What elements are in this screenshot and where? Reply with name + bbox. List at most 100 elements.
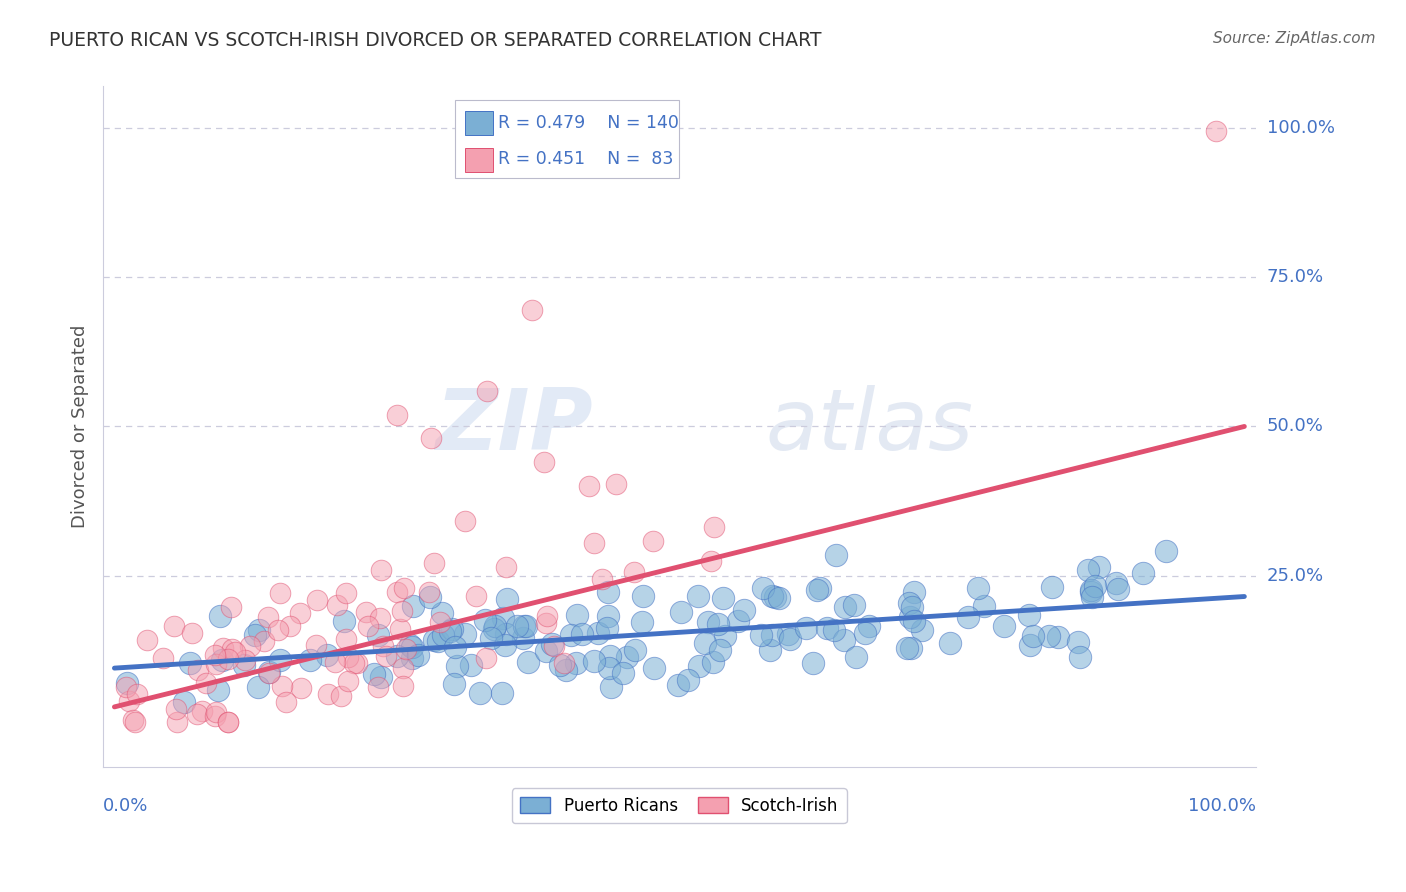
Point <box>257 666 280 681</box>
Point <box>643 661 665 675</box>
Point <box>460 658 482 673</box>
Point <box>217 652 239 666</box>
Point <box>367 680 389 694</box>
Point <box>1038 629 1060 643</box>
Point <box>1156 543 1178 558</box>
Point <box>474 614 496 628</box>
Point <box>834 599 856 614</box>
Point <box>477 384 499 398</box>
Point <box>166 714 188 729</box>
Point <box>727 614 749 628</box>
Point <box>441 622 464 636</box>
Point <box>495 627 517 641</box>
Point <box>896 640 918 655</box>
Point <box>127 688 149 702</box>
Point <box>179 656 201 670</box>
Point <box>373 640 395 654</box>
Point <box>290 606 312 620</box>
Point <box>1018 607 1040 622</box>
Point <box>336 650 359 665</box>
Y-axis label: Divorced or Separated: Divorced or Separated <box>72 325 89 528</box>
Point <box>853 626 876 640</box>
Point <box>395 641 418 656</box>
Point <box>187 664 209 678</box>
Point <box>1080 585 1102 599</box>
Point <box>605 477 627 491</box>
Point <box>267 624 290 638</box>
Point <box>270 679 292 693</box>
Point <box>191 705 214 719</box>
Point <box>536 609 558 624</box>
Point <box>115 675 138 690</box>
Point <box>676 673 699 687</box>
Point <box>135 633 157 648</box>
Point <box>165 702 187 716</box>
Point <box>1080 590 1102 604</box>
Point <box>671 605 693 619</box>
Point <box>221 642 243 657</box>
Point <box>1066 634 1088 648</box>
Point <box>246 680 269 694</box>
Text: Source: ZipAtlas.com: Source: ZipAtlas.com <box>1212 31 1375 46</box>
Point <box>512 619 534 633</box>
Point <box>596 585 619 599</box>
Point <box>194 675 217 690</box>
Text: 100.0%: 100.0% <box>1267 120 1334 137</box>
Point <box>257 665 280 679</box>
Point <box>391 604 413 618</box>
Point <box>515 619 537 633</box>
Point <box>623 566 645 580</box>
Point <box>122 713 145 727</box>
Point <box>825 548 848 562</box>
Point <box>598 609 620 624</box>
Point <box>186 707 208 722</box>
Point <box>370 563 392 577</box>
Point <box>173 695 195 709</box>
Point <box>389 622 412 636</box>
Text: 100.0%: 100.0% <box>1188 797 1256 815</box>
Point <box>401 651 423 665</box>
Point <box>326 598 349 612</box>
Point <box>290 681 312 696</box>
Point <box>207 682 229 697</box>
Text: ZIP: ZIP <box>436 385 593 468</box>
Point <box>794 621 817 635</box>
Point <box>247 624 270 638</box>
Point <box>432 606 454 620</box>
Point <box>243 628 266 642</box>
Point <box>516 655 538 669</box>
Point <box>385 408 408 422</box>
Point <box>696 615 718 630</box>
Point <box>269 585 291 599</box>
Point <box>468 686 491 700</box>
Point <box>217 714 239 729</box>
Point <box>844 598 866 612</box>
Point <box>616 649 638 664</box>
Point <box>612 666 634 681</box>
Point <box>392 679 415 693</box>
Point <box>900 640 922 655</box>
Point <box>666 677 689 691</box>
Point <box>346 656 368 670</box>
Point <box>491 611 513 625</box>
Point <box>631 615 654 629</box>
Point <box>703 519 725 533</box>
Text: PUERTO RICAN VS SCOTCH-IRISH DIVORCED OR SEPARATED CORRELATION CHART: PUERTO RICAN VS SCOTCH-IRISH DIVORCED OR… <box>49 31 821 50</box>
Point <box>533 455 555 469</box>
Point <box>548 658 571 673</box>
Point <box>233 657 256 672</box>
Point <box>967 581 990 595</box>
Point <box>686 590 709 604</box>
Point <box>427 633 450 648</box>
Point <box>1105 576 1128 591</box>
Point <box>1042 580 1064 594</box>
Point <box>1077 563 1099 577</box>
Text: R = 0.451    N =  83: R = 0.451 N = 83 <box>499 151 673 169</box>
Point <box>385 585 408 599</box>
Point <box>600 680 623 694</box>
Point <box>714 629 737 643</box>
Point <box>205 705 228 719</box>
Point <box>1022 629 1045 643</box>
Point <box>406 648 429 663</box>
Point <box>598 661 620 675</box>
